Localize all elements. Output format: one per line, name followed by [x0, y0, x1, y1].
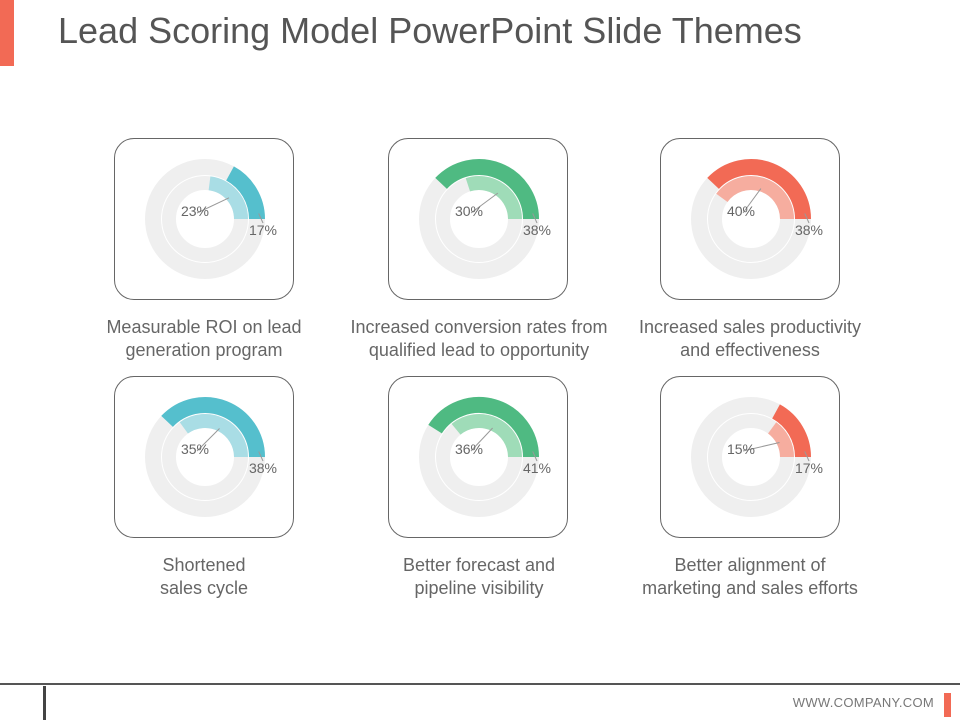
gauge-1-outer-label: 17% [249, 222, 277, 238]
footer-left-tick [43, 686, 46, 720]
caption-1-line-2: generation program [125, 340, 283, 360]
gauge-3-inner-label: 40% [727, 203, 755, 219]
gauge-chart-2: 30% 38% [419, 159, 551, 279]
gauge-chart-5: 36% 41% [419, 397, 551, 517]
caption-5-line-2: pipeline visibility [414, 578, 544, 598]
gauge-6-outer-arc [771, 404, 811, 458]
gauge-1-inner-label: 23% [181, 203, 209, 219]
caption-4: Shortened sales cycle [64, 554, 344, 600]
gauge-3-outer-arc [707, 159, 811, 220]
gauge-3-outer-label: 38% [795, 222, 823, 238]
gauge-5-outer-leader [532, 451, 538, 462]
gauge-6-inner-arc [767, 422, 794, 458]
gauge-chart-3: 40% 38% [691, 159, 823, 279]
gauge-6-outer-label: 17% [795, 460, 823, 476]
caption-1-line-1: Measurable ROI on lead [106, 317, 302, 337]
gauge-2-outer-label: 38% [523, 222, 551, 238]
caption-6-line-1: Better alignment of [674, 555, 826, 575]
caption-2-line-2: qualified lead to opportunity [368, 340, 590, 360]
gauge-6-outer-leader [804, 451, 810, 462]
gauge-5-outer-arc [428, 397, 539, 458]
gauge-4-outer-arc [161, 397, 265, 458]
caption-2-line-1: Increased conversion rates from [350, 317, 608, 337]
footer-accent-bar [944, 693, 951, 717]
gauge-4-outer-leader [258, 451, 264, 462]
caption-3-line-2: and effectiveness [680, 340, 820, 360]
gauge-4-inner-arc [179, 414, 248, 458]
gauge-4-inner-leader [196, 428, 220, 452]
gauge-2-inner-leader [470, 192, 499, 214]
gauge-1-outer-leader [258, 213, 264, 224]
gauge-card-1: 23% 17% [114, 138, 294, 300]
gauge-2-outer-leader [532, 213, 538, 224]
caption-6-line-2: marketing and sales efforts [642, 578, 858, 598]
gauge-1-inner-leader [196, 197, 230, 214]
gauge-4-inner-label: 35% [181, 441, 209, 457]
caption-4-line-1: Shortened [162, 555, 246, 575]
gauge-chart-6: 15% 17% [691, 397, 823, 517]
gauge-1-inner-arc [208, 176, 248, 220]
caption-5: Better forecast and pipeline visibility [339, 554, 619, 600]
gauge-2-inner-arc [465, 176, 522, 220]
gauge-card-5: 36% 41% [388, 376, 568, 538]
caption-5-line-1: Better forecast and [402, 555, 556, 575]
slide-title: Lead Scoring Model PowerPoint Slide Them… [58, 10, 802, 51]
gauge-3-outer-leader [804, 213, 810, 224]
gauge-5-inner-label: 36% [455, 441, 483, 457]
gauge-chart-1: 23% 17% [145, 159, 277, 279]
caption-4-line-2: sales cycle [159, 578, 249, 598]
gauge-card-4: 35% 38% [114, 376, 294, 538]
caption-6: Better alignment of marketing and sales … [610, 554, 890, 600]
gauge-5-inner-arc [451, 414, 522, 458]
gauge-card-6: 15% 17% [660, 376, 840, 538]
gauge-chart-4: 35% 38% [145, 397, 277, 517]
gauge-4-outer-label: 38% [249, 460, 277, 476]
caption-3: Increased sales productivity and effecti… [610, 316, 890, 362]
gauge-2-outer-arc [435, 159, 539, 220]
gauge-3-inner-leader [742, 188, 762, 214]
gauge-2-inner-label: 30% [455, 203, 483, 219]
footer-website: WWW.COMPANY.COM [792, 695, 934, 710]
footer-divider [0, 683, 960, 685]
caption-1: Measurable ROI on lead generation progra… [64, 316, 344, 362]
gauge-card-3: 40% 38% [660, 138, 840, 300]
gauge-6-inner-leader [742, 442, 780, 452]
gauge-1-outer-arc [225, 166, 265, 220]
title-accent-bar [0, 0, 14, 66]
gauge-6-inner-label: 15% [727, 441, 755, 457]
caption-2: Increased conversion rates from qualifie… [339, 316, 619, 362]
gauge-3-inner-arc [716, 176, 794, 220]
caption-3-line-1: Increased sales productivity [638, 317, 862, 337]
gauge-5-outer-label: 41% [523, 460, 551, 476]
gauge-card-2: 30% 38% [388, 138, 568, 300]
gauge-5-inner-leader [470, 427, 493, 452]
